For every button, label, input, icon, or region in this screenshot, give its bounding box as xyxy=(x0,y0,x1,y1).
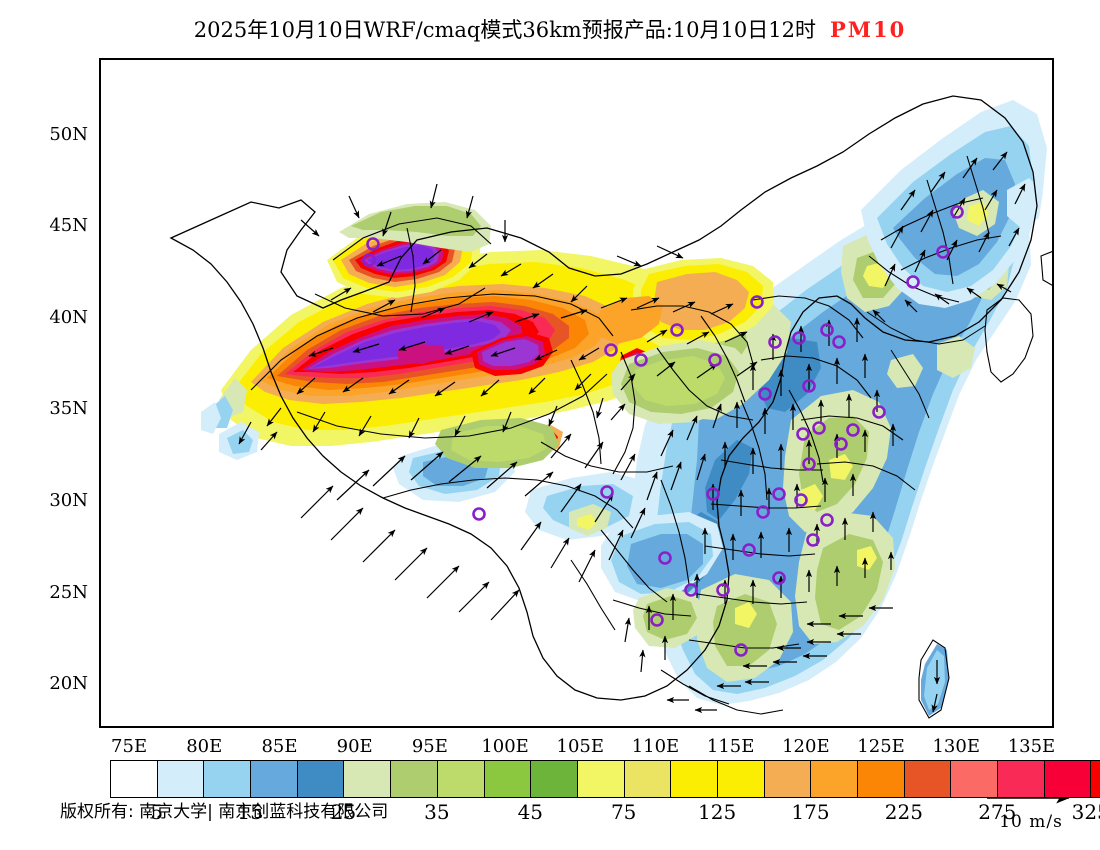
x-axis-label: 95E xyxy=(411,736,448,757)
wind-vector-layer xyxy=(238,151,1026,714)
colorbar: 51525354575125175225275325368403(ug/m3) xyxy=(0,756,1100,850)
colorbar-swatch xyxy=(1044,761,1092,797)
y-axis-tick xyxy=(99,411,101,413)
colorbar-swatch xyxy=(344,761,392,797)
colorbar-tick-label: 75 xyxy=(610,800,637,824)
x-axis-label: 85E xyxy=(261,736,298,757)
x-axis-label: 100E xyxy=(481,736,529,757)
y-axis-label: 40N xyxy=(49,306,88,328)
colorbar-swatch xyxy=(624,761,672,797)
wind-scale-legend: 10 m/s xyxy=(976,789,1086,832)
colorbar-swatch xyxy=(437,761,485,797)
colorbar-tick-label: 275 xyxy=(978,800,1017,824)
colorbar-swatch xyxy=(111,761,158,797)
x-axis-label: 90E xyxy=(336,736,373,757)
wind-scale-label: 10 m/s xyxy=(999,812,1063,832)
colorbar-swatch xyxy=(764,761,812,797)
x-axis-label: 125E xyxy=(857,736,905,757)
colorbar-swatch xyxy=(1091,761,1100,797)
colorbar-tick-label: 35 xyxy=(424,800,450,824)
x-axis-label: 80E xyxy=(186,736,223,757)
y-axis-tick xyxy=(99,503,101,505)
colorbar-swatch xyxy=(998,761,1045,797)
colorbar-swatch xyxy=(204,761,252,797)
colorbar-swatches xyxy=(110,760,1100,798)
colorbar-swatch xyxy=(717,761,765,797)
title-main-text: 2025年10月10日WRF/cmaq模式36km预报产品:10月10日12时 xyxy=(193,18,816,42)
copyright-text: 版权所有: 南京大学| 南京创蓝科技有限公司 xyxy=(60,802,389,822)
y-axis-label: 30N xyxy=(49,490,88,511)
colorbar-tick-label: 225 xyxy=(884,800,923,824)
colorbar-swatch xyxy=(671,761,718,797)
y-axis-tick xyxy=(99,137,101,139)
coastline-overlay xyxy=(866,311,986,419)
wind-scale-arrow-icon xyxy=(987,792,1070,804)
y-axis-label: 20N xyxy=(49,673,88,695)
x-axis-label: 110E xyxy=(631,736,680,757)
colorbar-tick-labels: 51525354575125175225275325368403(ug/m3) xyxy=(0,800,1100,830)
colorbar-swatch xyxy=(251,761,298,797)
colorbar-swatch xyxy=(904,761,952,797)
y-axis-tick xyxy=(99,228,101,230)
colorbar-tick-label: 125 xyxy=(698,800,737,824)
x-axis-label: 105E xyxy=(556,736,605,757)
y-axis-tick xyxy=(99,686,101,688)
y-axis-tick xyxy=(99,320,101,322)
chart-title: 2025年10月10日WRF/cmaq模式36km预报产品:10月10日12时 P… xyxy=(0,14,1100,44)
pm10-contour-map xyxy=(169,95,1052,719)
colorbar-tick-label: 45 xyxy=(517,800,544,824)
colorbar-swatch xyxy=(531,761,578,797)
colorbar-swatch xyxy=(951,761,999,797)
colorbar-swatch xyxy=(484,761,532,797)
colorbar-swatch xyxy=(297,761,345,797)
colorbar-tick-label: 15 xyxy=(237,800,263,824)
x-axis-label: 75E xyxy=(111,736,148,757)
x-axis-label: 115E xyxy=(706,736,755,757)
x-axis-label: 135E xyxy=(1007,736,1056,757)
colorbar-swatch xyxy=(577,761,625,797)
y-axis-tick xyxy=(99,595,101,597)
colorbar-tick-label: 175 xyxy=(791,800,830,824)
y-axis-label: 50N xyxy=(49,123,88,145)
colorbar-swatch xyxy=(157,761,205,797)
y-axis-label: 45N xyxy=(49,215,88,237)
colorbar-swatch xyxy=(858,761,905,797)
colorbar-swatch xyxy=(391,761,438,797)
y-axis-label: 35N xyxy=(49,398,88,420)
colorbar-tick-label: 5 xyxy=(150,800,164,824)
x-axis-label: 130E xyxy=(932,736,980,757)
map-plot-area xyxy=(99,58,1054,728)
colorbar-tick-label: 325 xyxy=(1071,800,1100,824)
y-axis-label: 25N xyxy=(49,581,88,603)
colorbar-swatch xyxy=(811,761,858,797)
title-variable-text: PM10 xyxy=(829,17,907,42)
contour-fill-layer xyxy=(201,100,1047,716)
colorbar-tick-label: 25 xyxy=(330,800,357,824)
x-axis-label: 120E xyxy=(782,736,830,757)
station-marker-layer xyxy=(362,205,964,657)
